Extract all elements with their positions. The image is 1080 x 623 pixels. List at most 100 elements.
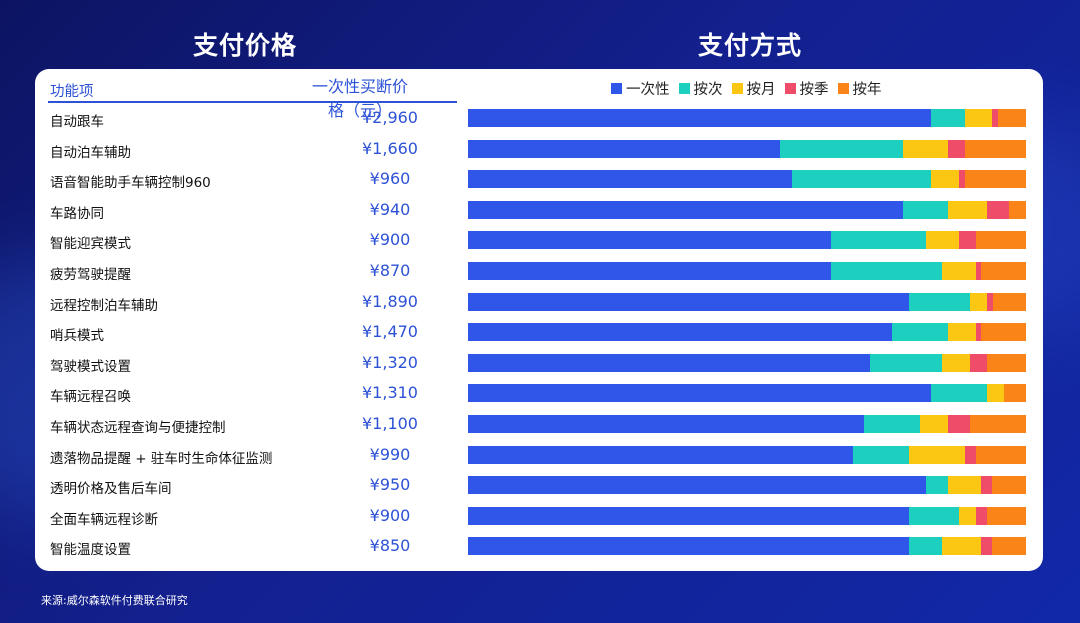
legend-label-one-time: 一次性 — [626, 82, 670, 98]
bar-segment-one-time — [468, 537, 909, 556]
bar-segment-yearly — [964, 170, 1026, 189]
stacked-bar — [468, 537, 1026, 556]
bar-segment-monthly — [947, 323, 976, 342]
bar-segment-one-time — [468, 384, 932, 403]
bar-segment-monthly — [908, 445, 965, 464]
legend-label-yearly: 按年 — [852, 82, 882, 98]
stacked-bar — [468, 262, 1026, 280]
table-row: 车辆状态远程查询与便捷控制 ¥1,100 — [35, 410, 1043, 441]
bar-segment-per-use — [908, 537, 943, 556]
table-row: 自动泊车辅助 ¥1,660 — [35, 135, 1043, 166]
legend-swatch-one-time — [611, 83, 622, 94]
bar-segment-yearly — [975, 231, 1026, 250]
bar-segment-quarterly — [975, 506, 987, 525]
source-note: 来源:威尔森软件付费联合研究 — [41, 594, 188, 607]
feature-name: 自动泊车辅助 — [50, 144, 131, 161]
bar-segment-per-use — [864, 415, 920, 433]
bar-segment-one-time — [468, 200, 904, 219]
payment-method-heading: 支付方式 — [697, 31, 802, 60]
legend-item-per-use: 按次 — [678, 78, 723, 99]
legend-item-yearly: 按年 — [837, 78, 882, 99]
table-row: 透明价格及售后车间 ¥950 — [35, 471, 1043, 502]
bar-segment-per-use — [908, 292, 971, 311]
bar-segment-monthly — [959, 506, 976, 525]
chart-card: 功能项 一次性买断价格（元） 一次性 按次 按月 按季 按年 自动跟车 ¥2,96… — [35, 69, 1043, 571]
stacked-bar — [468, 139, 1026, 158]
feature-name: 自动跟车 — [50, 114, 104, 130]
bar-segment-yearly — [975, 445, 1026, 464]
legend-swatch-yearly — [837, 83, 849, 94]
bar-segment-quarterly — [964, 445, 976, 464]
feature-price: ¥900 — [369, 230, 411, 250]
feature-name: 哨兵模式 — [50, 328, 104, 345]
legend-label-quarterly: 按季 — [799, 82, 829, 98]
stacked-bar — [468, 353, 1026, 372]
feature-price: ¥1,320 — [362, 352, 418, 372]
feature-price: ¥870 — [369, 261, 411, 280]
feature-price: ¥1,470 — [362, 322, 418, 342]
table-row: 智能温度设置 ¥850 — [35, 532, 1043, 563]
feature-column-header: 功能项 — [50, 84, 94, 100]
bar-segment-one-time — [468, 292, 909, 311]
bar-segment-one-time — [468, 445, 854, 464]
bar-segment-quarterly — [981, 537, 993, 556]
table-row: 疲劳驾驶提醒 ¥870 — [35, 257, 1043, 288]
bar-segment-monthly — [947, 200, 987, 219]
bar-segment-one-time — [468, 415, 865, 433]
stacked-bar — [468, 506, 1026, 525]
table-row: 车辆远程召唤 ¥1,310 — [35, 379, 1043, 410]
table-row: 驾驶模式设置 ¥1,320 — [35, 349, 1043, 380]
legend-item-monthly: 按月 — [731, 78, 776, 99]
stacked-bar — [468, 445, 1026, 464]
feature-name: 全面车辆远程诊断 — [50, 511, 158, 528]
feature-name: 车辆状态远程查询与便捷控制 — [50, 420, 226, 436]
bar-segment-monthly — [942, 262, 976, 280]
bar-segment-yearly — [970, 415, 1026, 433]
bar-segment-yearly — [964, 139, 1026, 158]
feature-name: 智能温度设置 — [50, 542, 131, 559]
bar-segment-per-use — [892, 323, 948, 342]
feature-name: 智能迎宾模式 — [50, 236, 131, 253]
feature-name: 车辆远程召唤 — [50, 389, 131, 406]
stacked-bar — [468, 200, 1026, 219]
legend-swatch-quarterly — [784, 83, 796, 94]
feature-name: 语音智能助手车辆控制960 — [50, 175, 211, 192]
table-row: 遗落物品提醒 + 驻车时生命体征监测 ¥990 — [35, 441, 1043, 472]
legend-label-per-use: 按次 — [693, 82, 723, 98]
bar-segment-one-time — [468, 506, 909, 525]
feature-price: ¥940 — [369, 199, 411, 219]
stacked-bar — [468, 476, 1026, 495]
bar-segment-per-use — [780, 139, 904, 158]
legend-swatch-per-use — [678, 83, 690, 94]
bar-segment-quarterly — [975, 323, 982, 342]
stacked-bar — [468, 231, 1026, 250]
feature-name: 透明价格及售后车间 — [50, 481, 172, 498]
bar-segment-monthly — [986, 384, 1004, 403]
bar-segment-yearly — [992, 292, 1026, 311]
bar-segment-monthly — [947, 476, 982, 495]
bar-segment-one-time — [468, 323, 893, 342]
bar-segment-yearly — [981, 262, 1026, 280]
bar-segment-quarterly — [986, 200, 1010, 219]
bar-segment-yearly — [992, 537, 1026, 556]
feature-price: ¥990 — [369, 444, 411, 464]
bar-segment-yearly — [1003, 384, 1026, 403]
bar-segment-monthly — [970, 292, 987, 311]
feature-name: 驾驶模式设置 — [50, 358, 131, 375]
feature-price: ¥850 — [369, 536, 411, 556]
bar-segment-monthly — [942, 537, 982, 556]
legend-label-monthly: 按月 — [746, 82, 776, 98]
bar-segment-yearly — [992, 476, 1026, 495]
table-row: 语音智能助手车辆控制960 ¥960 — [35, 165, 1043, 196]
bar-segment-monthly — [964, 109, 993, 127]
bar-segment-yearly — [986, 353, 1026, 372]
bar-segment-per-use — [908, 506, 960, 525]
bar-segment-quarterly — [970, 353, 987, 372]
bar-segment-quarterly — [959, 170, 965, 189]
table-row: 智能迎宾模式 ¥900 — [35, 226, 1043, 257]
bar-segment-per-use — [903, 200, 948, 219]
header-rule — [48, 101, 457, 103]
feature-price: ¥900 — [369, 505, 411, 525]
table-row: 全面车辆远程诊断 ¥900 — [35, 502, 1043, 533]
bar-segment-monthly — [925, 231, 960, 250]
